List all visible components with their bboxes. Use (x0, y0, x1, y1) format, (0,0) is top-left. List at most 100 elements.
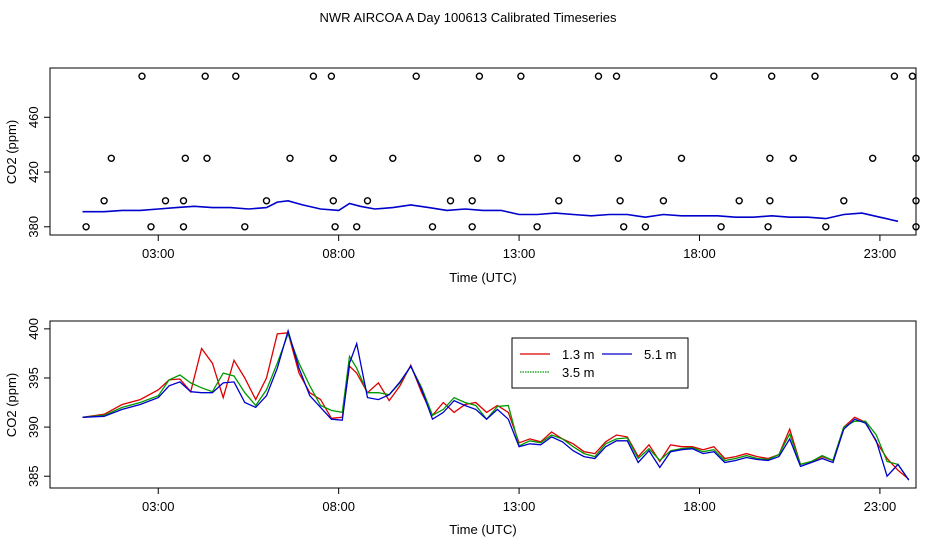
x-tick-label: 18:00 (683, 246, 716, 261)
x-tick-label: 18:00 (683, 499, 716, 514)
data-point-marker (329, 197, 337, 205)
y-tick-label: 460 (26, 106, 41, 128)
bottom-y-axis: 385 390 395 400 (26, 318, 50, 487)
x-tick-label: 13:00 (503, 499, 536, 514)
data-point-marker (717, 223, 725, 231)
data-point-marker (107, 154, 116, 163)
data-point-marker (890, 72, 899, 80)
x-tick-label: 08:00 (322, 246, 355, 261)
data-point-marker (179, 197, 188, 205)
x-tick-label: 03:00 (142, 246, 175, 261)
data-point-marker (811, 72, 819, 80)
data-point-marker (616, 197, 624, 205)
data-point-marker (789, 154, 797, 163)
y-tick-label: 420 (26, 161, 41, 183)
data-point-marker (517, 72, 525, 80)
y-tick-label: 400 (26, 318, 41, 340)
data-point-marker (912, 197, 920, 205)
data-point-marker (353, 223, 361, 231)
data-point-marker (533, 223, 541, 231)
data-point-marker (612, 72, 621, 80)
data-point-marker (446, 197, 455, 205)
data-point-marker (912, 223, 920, 231)
bottom-plot-frame (49, 320, 917, 489)
data-point-marker (329, 154, 337, 163)
data-point-marker (573, 154, 581, 163)
data-point-marker (677, 154, 686, 163)
series-line-5-1-m (82, 328, 910, 481)
data-point-marker (241, 223, 249, 231)
data-point-marker (908, 72, 917, 80)
data-point-marker (179, 223, 188, 231)
bottom-x-axis-label: Time (UTC) (449, 522, 516, 537)
y-tick-label: 385 (26, 465, 41, 487)
data-point-marker (201, 72, 209, 80)
y-tick-label: 380 (26, 216, 41, 238)
data-point-marker (100, 197, 108, 205)
data-point-marker (594, 72, 603, 80)
x-tick-label: 03:00 (142, 499, 175, 514)
data-point-marker (710, 72, 718, 80)
data-point-marker (869, 154, 877, 163)
data-point-marker (766, 154, 774, 163)
data-point-marker (82, 223, 90, 231)
data-point-marker (614, 154, 622, 163)
x-tick-label: 08:00 (322, 499, 355, 514)
data-point-marker (822, 223, 830, 231)
legend-label-3-5m: 3.5 m (562, 365, 595, 380)
top-x-axis-label: Time (UTC) (449, 270, 516, 285)
top-y-axis-label: CO2 (ppm) (4, 120, 19, 184)
x-tick-label: 23:00 (864, 246, 897, 261)
data-point-marker (161, 197, 170, 205)
data-point-marker (262, 197, 271, 205)
data-point-marker (473, 154, 482, 163)
data-point-marker (203, 154, 211, 163)
data-point-marker (475, 72, 484, 80)
data-point-marker (327, 72, 336, 80)
legend-label-5-1m: 5.1 m (644, 347, 677, 362)
y-tick-label: 390 (26, 416, 41, 438)
data-point-marker (412, 72, 420, 80)
top-series-group (82, 199, 899, 223)
series-line-3-5-m (82, 331, 910, 481)
data-point-marker (181, 154, 190, 163)
data-point-marker (659, 197, 668, 205)
data-point-marker (286, 154, 294, 163)
data-point-marker (620, 223, 628, 231)
data-point-marker (764, 223, 772, 231)
bottom-x-axis: 03:00 08:00 13:00 18:00 23:00 (142, 488, 896, 514)
data-point-marker (389, 154, 397, 163)
x-tick-label: 23:00 (864, 499, 897, 514)
data-point-marker (232, 72, 240, 80)
legend-label-1-3m: 1.3 m (562, 347, 595, 362)
top-x-axis: 03:00 08:00 13:00 18:00 23:00 (142, 235, 896, 261)
data-point-marker (497, 154, 505, 163)
top-y-axis: 380 420 460 (26, 106, 50, 238)
data-point-marker (555, 197, 563, 205)
series-line-1-3-m (82, 332, 910, 480)
bottom-y-axis-label: CO2 (ppm) (4, 373, 19, 437)
legend: 1.3 m 5.1 m 3.5 m (511, 337, 689, 389)
series-line-top (82, 199, 899, 223)
data-point-marker (363, 197, 372, 205)
data-point-marker (468, 197, 476, 205)
data-point-marker (641, 223, 650, 231)
data-point-marker (912, 154, 920, 163)
legend-box (511, 337, 689, 389)
data-point-marker (735, 197, 743, 205)
figure-title: NWR AIRCOA A Day 100613 Calibrated Times… (320, 10, 617, 25)
top-markers-group (82, 72, 920, 231)
top-panel: 03:00 08:00 13:00 18:00 23:00 380 420 460 Time… (4, 67, 920, 285)
data-point-marker (840, 197, 848, 205)
bottom-panel: 03:00 08:00 13:00 18:00 23:00 385 390 395 400 T… (4, 318, 917, 537)
data-point-marker (138, 72, 146, 80)
bottom-series-group (82, 328, 910, 481)
data-point-marker (428, 223, 437, 231)
y-tick-label: 395 (26, 367, 41, 389)
data-point-marker (147, 223, 155, 231)
x-tick-label: 13:00 (503, 246, 536, 261)
data-point-marker (768, 72, 776, 80)
data-point-marker (468, 223, 476, 231)
data-point-marker (331, 223, 339, 231)
